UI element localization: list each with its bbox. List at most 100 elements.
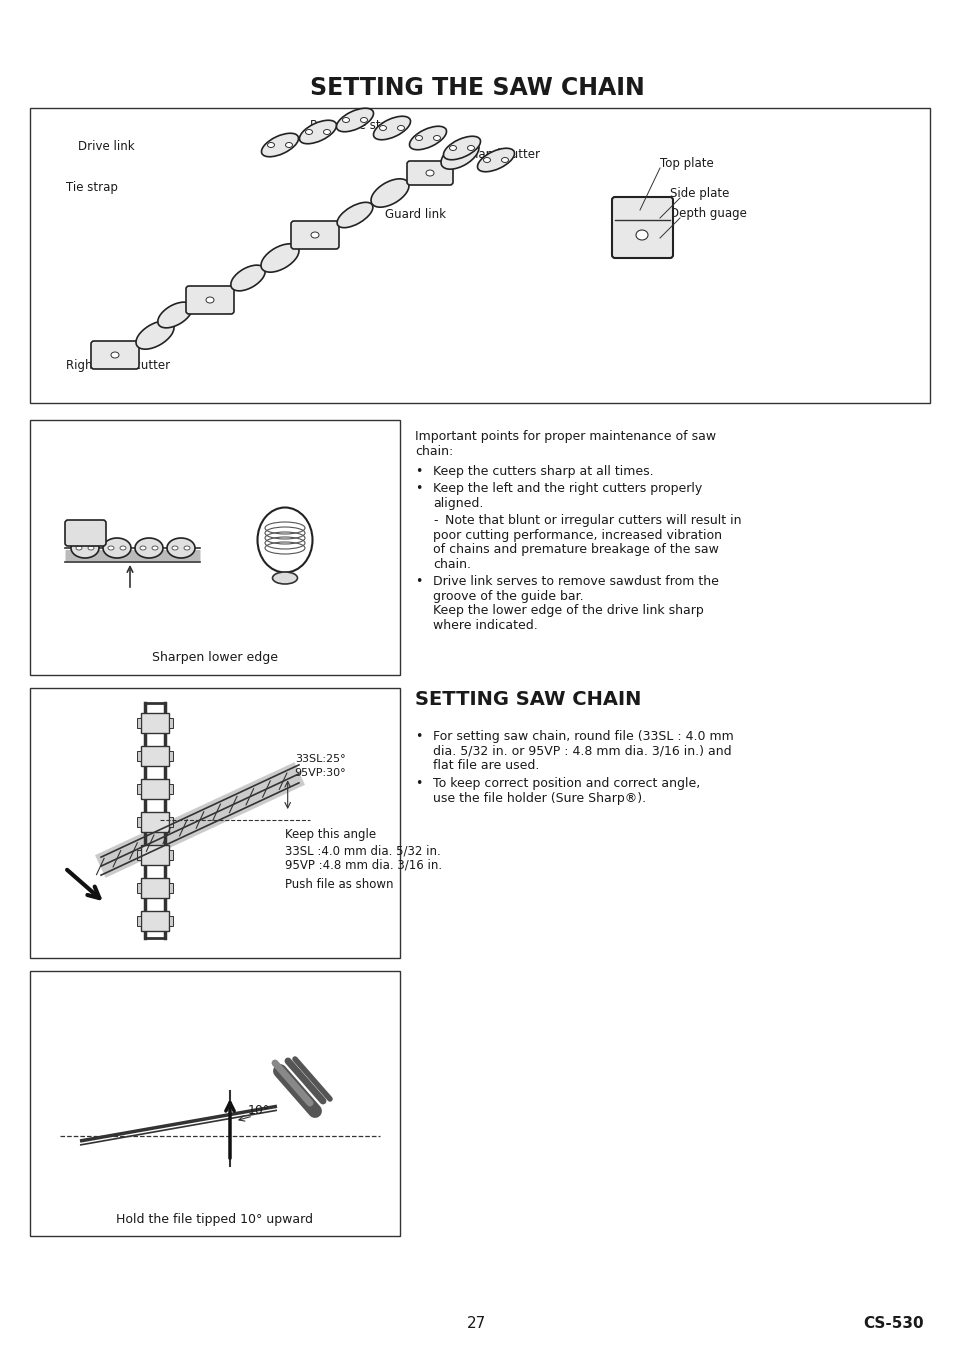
Ellipse shape xyxy=(157,303,192,328)
Text: 27: 27 xyxy=(467,1316,486,1331)
Ellipse shape xyxy=(336,108,374,132)
Text: Top plate: Top plate xyxy=(659,157,713,169)
Text: Push file as shown: Push file as shown xyxy=(284,878,393,892)
Ellipse shape xyxy=(433,135,440,141)
Ellipse shape xyxy=(135,538,163,558)
FancyBboxPatch shape xyxy=(407,161,453,185)
Text: Keep the cutters sharp at all times.: Keep the cutters sharp at all times. xyxy=(433,465,653,478)
Ellipse shape xyxy=(477,149,514,172)
Text: Depth guage: Depth guage xyxy=(669,207,746,219)
Bar xyxy=(30,688,399,958)
Text: Keep the left and the right cutters properly: Keep the left and the right cutters prop… xyxy=(433,482,701,496)
Ellipse shape xyxy=(360,118,367,123)
Text: •: • xyxy=(415,730,422,743)
FancyBboxPatch shape xyxy=(291,222,338,249)
Text: 95VP :4.8 mm dia. 3/16 in.: 95VP :4.8 mm dia. 3/16 in. xyxy=(284,858,441,871)
Text: 33SL :4.0 mm dia. 5/32 in.: 33SL :4.0 mm dia. 5/32 in. xyxy=(284,844,440,857)
Ellipse shape xyxy=(273,571,297,584)
Text: •: • xyxy=(415,576,422,588)
Ellipse shape xyxy=(231,265,265,290)
Bar xyxy=(137,817,141,827)
Ellipse shape xyxy=(172,546,178,550)
Ellipse shape xyxy=(483,158,490,162)
Ellipse shape xyxy=(501,158,508,162)
Bar xyxy=(141,911,169,931)
Ellipse shape xyxy=(299,120,336,143)
Bar xyxy=(137,916,141,925)
Text: Keep this angle: Keep this angle xyxy=(284,828,375,842)
Bar xyxy=(137,751,141,761)
Ellipse shape xyxy=(416,135,422,141)
Bar xyxy=(30,420,399,676)
Bar xyxy=(169,751,172,761)
Ellipse shape xyxy=(467,146,474,150)
Bar xyxy=(137,717,141,728)
Ellipse shape xyxy=(449,146,456,150)
Text: For setting saw chain, round file (33SL : 4.0 mm: For setting saw chain, round file (33SL … xyxy=(433,730,733,743)
Ellipse shape xyxy=(285,142,293,147)
Bar xyxy=(137,850,141,861)
Text: chain.: chain. xyxy=(433,558,471,571)
Ellipse shape xyxy=(323,130,330,135)
Text: Tie strap: Tie strap xyxy=(66,181,118,195)
Ellipse shape xyxy=(88,546,94,550)
Text: of chains and premature breakage of the saw: of chains and premature breakage of the … xyxy=(433,543,719,557)
Text: use the file holder (Sure Sharp®).: use the file holder (Sure Sharp®). xyxy=(433,792,645,805)
Text: •: • xyxy=(415,777,422,790)
Ellipse shape xyxy=(440,141,478,169)
Text: Drive link serves to remove sawdust from the: Drive link serves to remove sawdust from… xyxy=(433,576,719,588)
Bar xyxy=(169,884,172,893)
Ellipse shape xyxy=(267,142,274,147)
Text: Drive link: Drive link xyxy=(78,141,134,154)
Text: where indicated.: where indicated. xyxy=(433,619,537,632)
Text: Right hand cutter: Right hand cutter xyxy=(66,358,170,372)
Ellipse shape xyxy=(397,126,404,131)
Ellipse shape xyxy=(206,297,213,303)
Text: SETTING SAW CHAIN: SETTING SAW CHAIN xyxy=(415,690,640,709)
Bar xyxy=(169,717,172,728)
Text: Keep the lower edge of the drive link sharp: Keep the lower edge of the drive link sh… xyxy=(433,604,703,617)
Ellipse shape xyxy=(342,118,349,123)
Bar xyxy=(30,971,399,1236)
Ellipse shape xyxy=(120,546,126,550)
Bar xyxy=(141,812,169,832)
Text: groove of the guide bar.: groove of the guide bar. xyxy=(433,590,583,603)
Ellipse shape xyxy=(103,538,131,558)
Text: Note that blunt or irregular cutters will result in: Note that blunt or irregular cutters wil… xyxy=(444,515,740,527)
Ellipse shape xyxy=(111,353,119,358)
Bar xyxy=(169,916,172,925)
Ellipse shape xyxy=(636,230,647,240)
Ellipse shape xyxy=(305,130,313,135)
Ellipse shape xyxy=(108,546,113,550)
Text: •: • xyxy=(415,465,422,478)
Bar xyxy=(169,784,172,794)
Ellipse shape xyxy=(71,538,99,558)
Text: Left hand cutter: Left hand cutter xyxy=(444,149,539,162)
Text: CS-530: CS-530 xyxy=(862,1316,923,1331)
Bar xyxy=(141,878,169,898)
Ellipse shape xyxy=(261,243,298,272)
Text: -: - xyxy=(433,515,437,527)
Text: Side plate: Side plate xyxy=(669,186,729,200)
Ellipse shape xyxy=(257,508,313,573)
Text: Important points for proper maintenance of saw
chain:: Important points for proper maintenance … xyxy=(415,430,716,458)
Ellipse shape xyxy=(184,546,190,550)
Text: Hold the file tipped 10° upward: Hold the file tipped 10° upward xyxy=(116,1213,314,1225)
FancyBboxPatch shape xyxy=(612,197,672,258)
FancyBboxPatch shape xyxy=(91,340,139,369)
Text: Guard link: Guard link xyxy=(385,208,446,222)
Bar xyxy=(169,850,172,861)
Bar xyxy=(141,746,169,766)
Text: flat file are used.: flat file are used. xyxy=(433,759,538,771)
Bar xyxy=(169,817,172,827)
Text: 33SL:25°: 33SL:25° xyxy=(294,754,345,763)
FancyBboxPatch shape xyxy=(65,520,106,546)
Ellipse shape xyxy=(261,134,298,157)
Bar xyxy=(137,784,141,794)
Text: SETTING THE SAW CHAIN: SETTING THE SAW CHAIN xyxy=(310,76,643,100)
Ellipse shape xyxy=(152,546,158,550)
Text: Preset tie strap: Preset tie strap xyxy=(310,119,400,131)
Text: •: • xyxy=(415,482,422,496)
Ellipse shape xyxy=(140,546,146,550)
Ellipse shape xyxy=(426,170,434,176)
